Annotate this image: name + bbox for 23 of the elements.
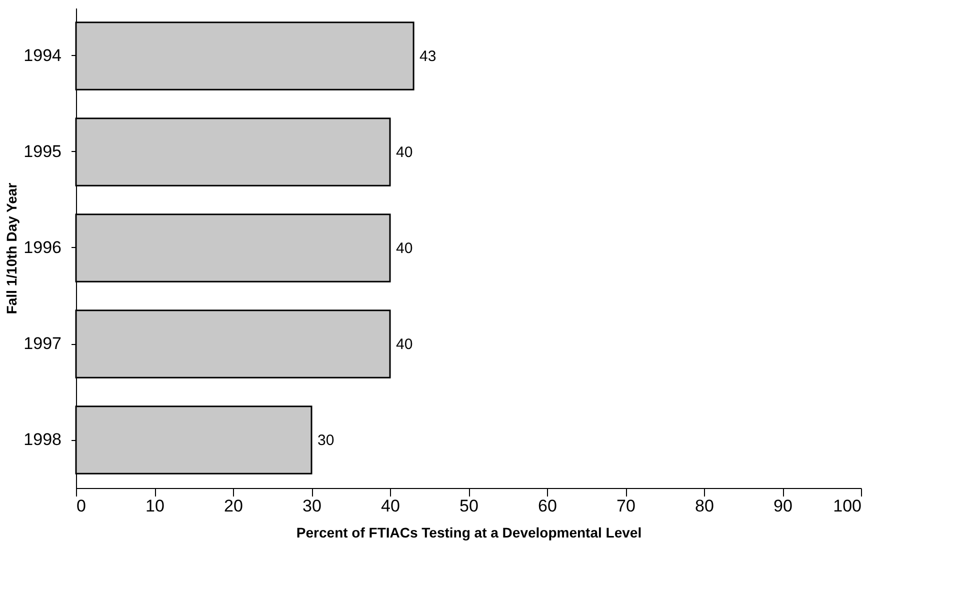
x-tick-label: 90 <box>774 496 792 516</box>
data-label: 40 <box>396 336 413 353</box>
x-tick-label: 70 <box>616 496 636 516</box>
x-tick-label: 80 <box>695 496 714 516</box>
y-tick-label: 1997 <box>24 334 62 353</box>
data-label: 43 <box>420 48 436 65</box>
y-axis-title: Fall 1/10th Day Year <box>4 182 20 314</box>
y-tick-label: 1994 <box>24 46 62 65</box>
data-label: 40 <box>396 144 413 161</box>
y-tick-label: 1998 <box>24 430 62 449</box>
x-tick-label: 100 <box>833 496 862 516</box>
x-tick-label: 10 <box>146 496 164 516</box>
x-tick-label: 50 <box>460 496 478 516</box>
data-label: 30 <box>318 432 334 449</box>
x-tick-label: 30 <box>302 496 322 516</box>
y-tick-label: 1995 <box>24 142 62 161</box>
x-tick-label: 20 <box>224 496 243 516</box>
y-tick-label: 1996 <box>24 238 62 257</box>
x-tick-label: 0 <box>76 496 86 516</box>
x-axis-title: Percent of FTIACs Testing at a Developmental Level <box>296 524 642 540</box>
x-tick-label: 60 <box>538 496 557 516</box>
x-tick-label: 40 <box>381 496 400 516</box>
data-label: 40 <box>396 240 413 257</box>
